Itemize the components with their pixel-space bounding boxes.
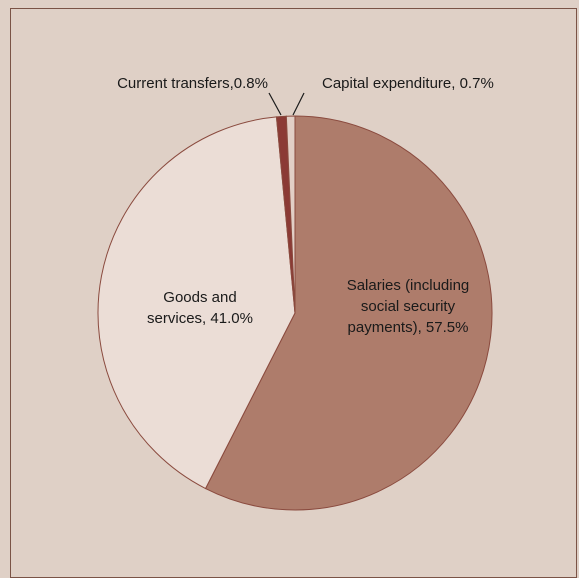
- slice-label-1: Salaries (including social security paymen…: [347, 277, 470, 336]
- slice-label-2-line-2: services, 41.0%: [147, 310, 253, 327]
- pie-slice-2: [97, 116, 296, 490]
- pie-slice-1: [204, 115, 493, 511]
- slice-label-1-line-2: social security: [361, 298, 456, 315]
- pie-slice-4: [285, 115, 296, 314]
- slice-label-2: Goods and services, 41.0%: [147, 289, 253, 327]
- slice-label-3: Current transfers,0.8%: [117, 75, 268, 92]
- slice-label-4: Capital expenditure, 0.7%: [322, 75, 494, 92]
- slice-label-1-line-3: payments), 57.5%: [348, 319, 469, 336]
- leader-line-4: [292, 92, 305, 116]
- slice-label-1-line-1: Salaries (including: [347, 277, 470, 294]
- slice-label-2-line-1: Goods and: [163, 289, 236, 306]
- slice-label-3-line-1: Current transfers,0.8%: [117, 75, 268, 92]
- slice-label-4-line-1: Capital expenditure, 0.7%: [322, 75, 494, 92]
- leader-line-3: [268, 92, 282, 116]
